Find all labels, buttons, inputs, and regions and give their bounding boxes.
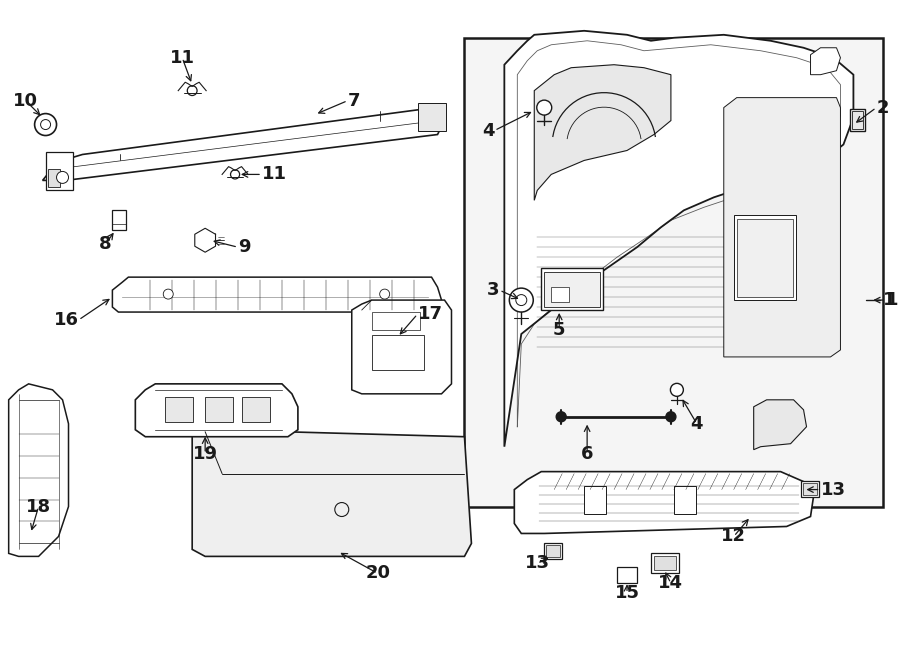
Circle shape	[516, 295, 526, 306]
Polygon shape	[135, 384, 298, 437]
Polygon shape	[193, 430, 472, 556]
Bar	[674, 486, 696, 514]
Text: 1: 1	[886, 291, 899, 309]
Text: 4: 4	[482, 122, 494, 140]
Bar	[46, 152, 74, 191]
Polygon shape	[535, 65, 670, 201]
Bar	[242, 397, 270, 422]
Bar	[734, 215, 796, 300]
Bar	[617, 567, 637, 583]
Text: 3: 3	[487, 281, 500, 299]
Circle shape	[187, 86, 197, 95]
Text: 2: 2	[877, 99, 889, 117]
Text: 16: 16	[53, 311, 78, 329]
Circle shape	[163, 289, 173, 299]
Bar	[166, 397, 194, 422]
Bar	[418, 103, 446, 130]
Polygon shape	[112, 277, 442, 312]
Bar	[372, 335, 424, 370]
Bar	[803, 483, 816, 495]
Text: 8: 8	[99, 235, 112, 254]
Text: 9: 9	[238, 238, 250, 256]
Bar	[737, 219, 793, 297]
Bar	[112, 211, 126, 230]
Text: 11: 11	[170, 49, 194, 67]
Text: 11: 11	[262, 166, 287, 183]
Bar	[651, 553, 679, 573]
Text: 13: 13	[821, 481, 845, 498]
Circle shape	[230, 170, 239, 179]
Polygon shape	[222, 167, 248, 174]
Bar	[544, 544, 562, 559]
Circle shape	[380, 289, 390, 299]
Bar	[546, 545, 560, 557]
Bar	[852, 111, 863, 128]
Circle shape	[670, 383, 683, 397]
Polygon shape	[753, 400, 806, 449]
Bar	[850, 109, 866, 130]
Text: 12: 12	[721, 528, 746, 545]
Polygon shape	[811, 48, 841, 75]
Polygon shape	[504, 31, 853, 447]
Bar	[551, 287, 569, 302]
Bar	[464, 38, 883, 506]
Text: 18: 18	[26, 498, 51, 516]
Polygon shape	[42, 108, 445, 181]
Bar	[654, 556, 676, 571]
Polygon shape	[724, 97, 841, 357]
Circle shape	[666, 412, 676, 422]
Circle shape	[509, 288, 534, 312]
Text: 17: 17	[418, 305, 443, 323]
Bar	[205, 397, 233, 422]
Text: 6: 6	[580, 445, 593, 463]
Text: 14: 14	[659, 575, 683, 592]
Polygon shape	[178, 82, 206, 91]
Bar	[541, 268, 603, 310]
Polygon shape	[352, 300, 452, 394]
Text: 10: 10	[14, 91, 38, 110]
Circle shape	[57, 171, 68, 183]
Polygon shape	[194, 228, 215, 252]
Text: 13: 13	[525, 554, 550, 573]
Text: 15: 15	[615, 585, 640, 602]
Text: 7: 7	[347, 91, 360, 110]
Polygon shape	[9, 384, 68, 556]
Text: 20: 20	[365, 564, 391, 583]
Bar	[544, 272, 600, 307]
Text: 4: 4	[690, 415, 703, 433]
Circle shape	[34, 114, 57, 136]
Circle shape	[40, 120, 50, 130]
Circle shape	[536, 100, 552, 115]
Text: 19: 19	[193, 445, 218, 463]
Circle shape	[335, 502, 349, 516]
Bar	[584, 486, 606, 514]
Bar	[372, 312, 419, 330]
Text: 1: 1	[883, 291, 896, 309]
Bar	[801, 481, 818, 496]
Polygon shape	[514, 471, 814, 534]
Bar	[48, 169, 59, 187]
Text: 5: 5	[553, 321, 565, 339]
Circle shape	[556, 412, 566, 422]
